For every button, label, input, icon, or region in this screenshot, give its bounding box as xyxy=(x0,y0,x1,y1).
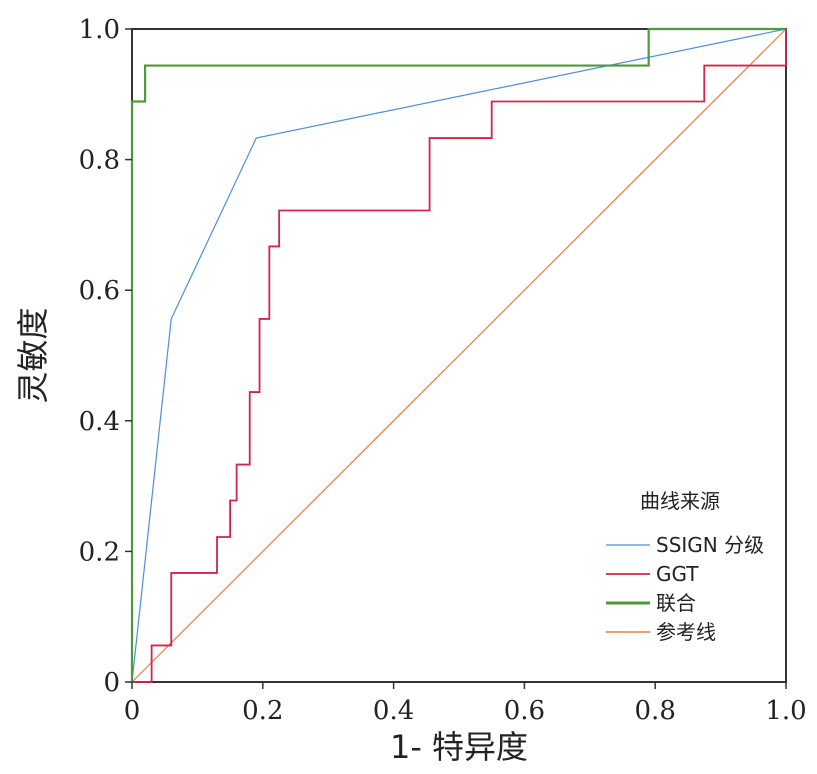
y-tick-label: 0.6 xyxy=(79,276,120,306)
y-tick-label: 1.0 xyxy=(79,15,120,45)
legend-entry-label: GGT xyxy=(656,562,699,586)
y-tick-label: 0.2 xyxy=(79,537,120,567)
x-tick-label: 0 xyxy=(124,696,141,726)
x-axis-label: 1- 特异度 xyxy=(390,728,528,766)
x-tick-label: 0.4 xyxy=(373,696,414,726)
series-line-2 xyxy=(130,27,786,682)
series-line-0 xyxy=(131,28,787,683)
x-tick-label: 1.0 xyxy=(765,696,806,726)
series-layer xyxy=(130,27,787,683)
y-tick-label: 0 xyxy=(103,668,120,698)
series-line-1 xyxy=(132,29,787,683)
y-tick-label: 0.8 xyxy=(79,146,120,176)
legend-entry-label: 联合 xyxy=(656,591,696,615)
y-tick-label: 0.4 xyxy=(79,407,120,437)
x-tick-label: 0.8 xyxy=(635,696,676,726)
ticks-layer: 0 0.2 0.4 0.6 0.8 1.0 0 0.2 0.4 0.6 0.8 1.0 xyxy=(79,15,807,726)
x-tick-label: 0.6 xyxy=(504,696,545,726)
legend-entry-label: 参考线 xyxy=(656,620,716,644)
legend-entry-label: SSIGN 分级 xyxy=(656,533,764,557)
x-tick-label: 0.2 xyxy=(242,696,283,726)
y-axis-label: 灵敏度 xyxy=(14,307,52,403)
series-line-3 xyxy=(131,28,787,683)
legend-title: 曲线来源 xyxy=(640,489,720,513)
